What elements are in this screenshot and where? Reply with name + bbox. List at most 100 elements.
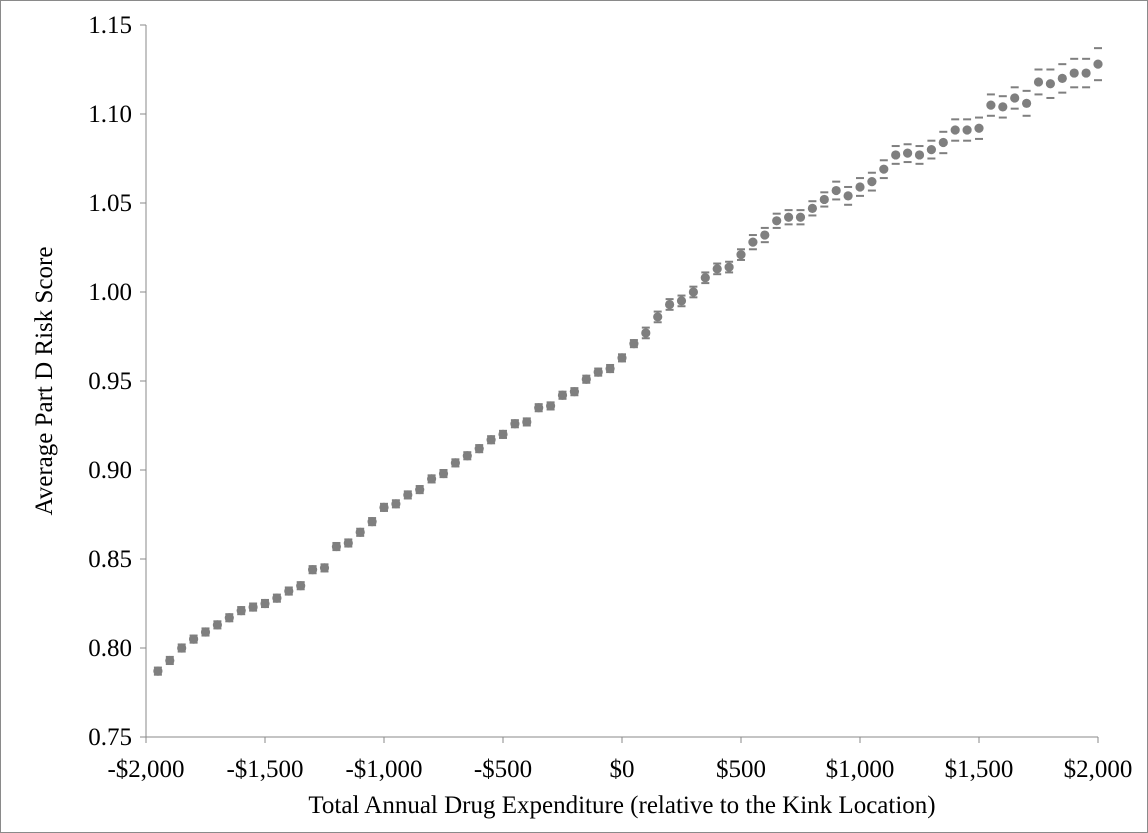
data-point <box>819 194 829 205</box>
data-point <box>1045 79 1055 89</box>
data-point <box>403 490 413 500</box>
data-point <box>962 125 972 135</box>
data-point <box>867 177 877 187</box>
y-tick-label: 0.95 <box>88 368 132 395</box>
y-tick-label: 1.10 <box>88 101 132 128</box>
data-point <box>938 137 948 148</box>
data-point <box>748 237 758 247</box>
data-point <box>498 429 508 439</box>
data-point <box>308 565 318 575</box>
data-point <box>784 212 794 222</box>
data-point <box>1033 77 1044 87</box>
data-point <box>760 230 770 240</box>
data-point <box>617 353 627 363</box>
data-point <box>153 666 163 676</box>
data-point <box>319 563 330 573</box>
data-point <box>700 273 710 283</box>
data-point <box>950 125 960 135</box>
data-point <box>903 148 913 158</box>
x-tick-label: -$500 <box>474 756 532 783</box>
data-point <box>379 502 389 512</box>
data-point <box>355 527 365 537</box>
x-axis-ticks: -$2,000 -$1,500 -$1,000 -$500 $0 $500 $1,000 $1… <box>107 737 1132 783</box>
data-point <box>236 606 246 616</box>
data-point <box>593 367 603 377</box>
data-point <box>986 100 996 110</box>
data-point <box>581 374 591 384</box>
data-point <box>284 586 294 596</box>
data-point <box>486 435 496 445</box>
y-tick-label: 0.85 <box>88 546 132 573</box>
data-point <box>879 164 889 174</box>
y-tick-label: 1.00 <box>88 279 132 306</box>
data-point <box>415 484 425 495</box>
data-point <box>914 150 925 160</box>
data-point <box>843 191 853 201</box>
y-tick-label: 0.90 <box>88 457 132 484</box>
x-tick-label: $1,500 <box>945 756 1014 783</box>
data-point <box>200 627 211 637</box>
data-point <box>438 468 449 479</box>
data-point <box>772 216 782 226</box>
y-tick-label: 0.75 <box>88 724 132 751</box>
data-point <box>891 150 901 160</box>
data-point <box>1022 98 1032 108</box>
data-point <box>795 212 806 222</box>
data-point <box>712 264 722 274</box>
data-point <box>1069 68 1079 78</box>
data-point <box>367 517 377 527</box>
confidence-intervals <box>153 47 1102 676</box>
data-point <box>224 613 234 623</box>
x-tick-label: -$2,000 <box>107 756 184 783</box>
data-point <box>641 328 651 338</box>
data-point <box>665 299 675 310</box>
data-point <box>569 387 580 397</box>
data-point <box>676 296 687 306</box>
data-point <box>926 145 937 155</box>
data-point <box>474 444 484 454</box>
data-point <box>1093 59 1103 69</box>
data-point <box>331 541 341 552</box>
data-point <box>653 312 663 322</box>
y-tick-label: 0.80 <box>88 635 132 662</box>
data-point <box>189 634 199 644</box>
data-point <box>557 390 568 400</box>
data-points <box>153 59 1103 676</box>
data-point <box>1010 93 1020 103</box>
data-point <box>736 250 746 260</box>
data-point <box>998 102 1008 112</box>
data-point <box>427 474 437 484</box>
x-tick-label: -$1,500 <box>226 756 303 783</box>
data-point <box>272 593 282 603</box>
data-point <box>724 262 734 272</box>
data-point <box>1081 68 1091 78</box>
data-point <box>212 620 222 630</box>
data-point <box>343 538 353 548</box>
data-point <box>260 598 270 609</box>
data-point <box>1057 73 1067 83</box>
data-point <box>165 655 175 666</box>
data-point <box>974 123 984 133</box>
data-point <box>522 417 532 427</box>
data-point <box>248 602 258 612</box>
data-point <box>688 287 699 297</box>
data-point <box>534 403 544 413</box>
data-point <box>296 581 306 591</box>
data-point <box>450 458 460 468</box>
data-point <box>510 419 520 429</box>
data-point <box>391 499 401 509</box>
data-point <box>629 339 639 349</box>
data-point <box>807 203 818 213</box>
x-tick-label: -$1,000 <box>345 756 422 783</box>
x-tick-label: $1,000 <box>826 756 895 783</box>
y-axis-ticks: 0.75 0.80 0.85 0.90 0.95 1.00 1.05 1.10 1.15 <box>88 12 146 751</box>
data-point <box>462 451 472 461</box>
x-axis-title: Total Annual Drug Expenditure (relative … <box>308 792 935 819</box>
y-tick-label: 1.05 <box>88 190 132 217</box>
data-point <box>605 363 615 374</box>
data-point <box>177 643 187 653</box>
x-tick-label: $0 <box>610 756 635 783</box>
x-tick-label: $2,000 <box>1064 756 1133 783</box>
